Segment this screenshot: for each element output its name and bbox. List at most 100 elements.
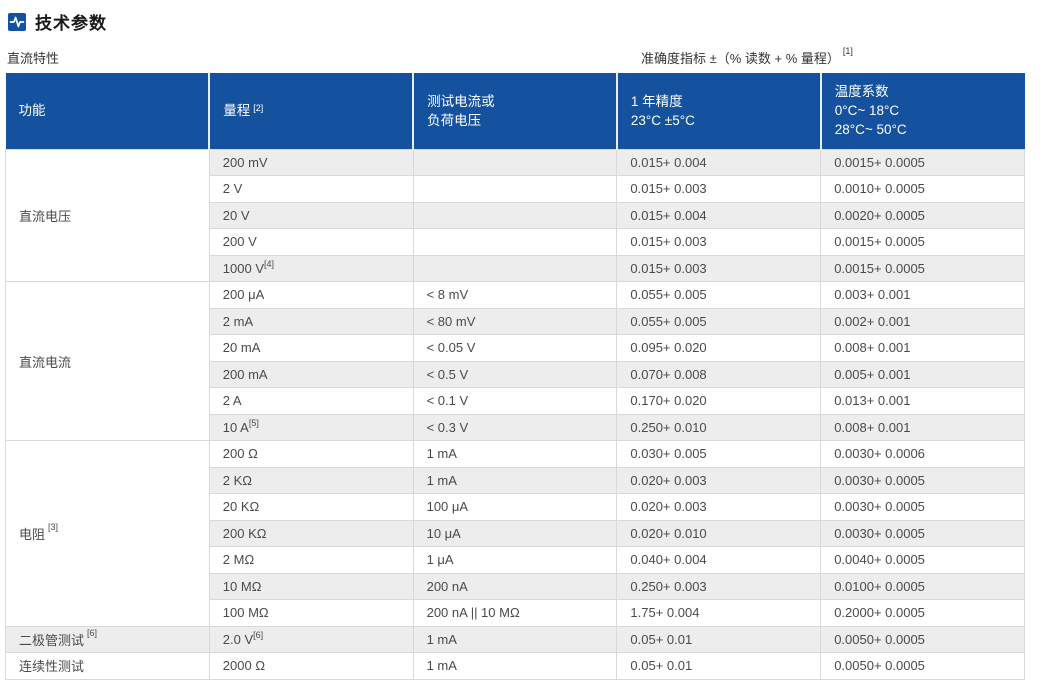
- range-cell: 2 mA: [208, 307, 414, 335]
- accuracy-cell: 1.75+ 0.004: [616, 599, 822, 627]
- table-row: 电阻 [3] 200 Ω 1 mA 0.030+ 0.005 0.0030+ 0.0006: [5, 440, 1025, 627]
- range-value: 200 Ω: [222, 446, 258, 462]
- test-current-cell: 100 μA: [412, 493, 618, 521]
- table-header: 功能 量程 [2] 测试电流或 负荷电压 1 年精度 23°C ±5°C 温度系数 0°C~ 1…: [5, 73, 1025, 149]
- tempco-cell: 0.0010+ 0.0005: [820, 175, 1025, 203]
- header-line: 量程 [2]: [223, 103, 264, 119]
- accuracy-cell: 0.250+ 0.003: [616, 572, 822, 600]
- table-row: 连续性测试 2000 Ω 1 mA 0.05+ 0.01 0.0050+ 0.0005: [5, 652, 1025, 680]
- function-cell: 直流电流: [5, 281, 210, 441]
- range-cell: 10 A[5]: [208, 413, 414, 441]
- tempco-cell: 0.0015+ 0.0005: [820, 228, 1025, 256]
- accuracy-cell: 0.05+ 0.01: [616, 625, 822, 653]
- table-row: 200 V 0.015+ 0.003 0.0015+ 0.0005: [6, 228, 1025, 256]
- range-value: 2.0 V: [222, 631, 254, 647]
- range-cell: 20 KΩ: [208, 493, 414, 521]
- tempco-cell: 0.0020+ 0.0005: [820, 201, 1025, 229]
- test-current-cell: < 0.05 V: [412, 334, 618, 362]
- column-header-accuracy: 1 年精度 23°C ±5°C: [615, 73, 821, 149]
- tempco-cell: 0.0100+ 0.0005: [820, 572, 1025, 600]
- accuracy-note: 准确度指标 ±（% 读数 + % 量程） [1]: [641, 46, 853, 67]
- test-current-cell: < 0.5 V: [412, 360, 618, 388]
- accuracy-cell: 0.095+ 0.020: [616, 334, 822, 362]
- table-row: 2 KΩ 1 mA 0.020+ 0.003 0.0030+ 0.0005: [6, 466, 1025, 494]
- range-cell: 100 MΩ: [208, 599, 414, 627]
- column-header-function: 功能: [5, 73, 210, 149]
- header-line: 1 年精度: [630, 93, 683, 109]
- tempco-cell: 0.003+ 0.001: [820, 281, 1025, 309]
- range-value: 10 A: [222, 419, 249, 435]
- test-current-cell: 200 nA || 10 MΩ: [412, 599, 618, 627]
- accuracy-cell: 0.020+ 0.003: [616, 493, 822, 521]
- test-current-cell: < 8 mV: [412, 281, 618, 309]
- table-row: 2 V 0.015+ 0.003 0.0010+ 0.0005: [6, 175, 1025, 203]
- tempco-cell: 0.013+ 0.001: [820, 387, 1025, 415]
- header-line: 温度系数: [834, 84, 889, 100]
- test-current-cell: [412, 148, 618, 176]
- tempco-cell: 0.008+ 0.001: [820, 334, 1025, 362]
- accuracy-cell: 0.040+ 0.004: [616, 546, 822, 574]
- page-title: 技术参数: [35, 14, 107, 33]
- table-row: 200 mA < 0.5 V 0.070+ 0.008 0.005+ 0.001: [6, 360, 1025, 388]
- column-header-range: 量程 [2]: [208, 73, 414, 149]
- range-value: 20 V: [222, 207, 250, 223]
- header-row: 功能 量程 [2] 测试电流或 负荷电压 1 年精度 23°C ±5°C 温度系数 0°C~ 1…: [5, 73, 1025, 149]
- test-current-cell: 1 mA: [412, 652, 618, 680]
- accuracy-cell: 0.070+ 0.008: [616, 360, 822, 388]
- accuracy-cell: 0.015+ 0.004: [616, 201, 822, 229]
- table-row: 2 mA < 80 mV 0.055+ 0.005 0.002+ 0.001: [6, 307, 1025, 335]
- range-cell: 200 V: [208, 228, 414, 256]
- range-value: 2 A: [222, 393, 242, 409]
- range-cell: 2000 Ω: [208, 652, 414, 680]
- range-value: 100 MΩ: [222, 605, 269, 621]
- range-cell: 2 KΩ: [208, 466, 414, 494]
- tempco-cell: 0.0050+ 0.0005: [820, 652, 1025, 680]
- test-current-cell: < 0.1 V: [412, 387, 618, 415]
- header-line: 0°C~ 18°C: [834, 103, 900, 119]
- function-cell: 连续性测试: [5, 652, 210, 680]
- table-row: 二极管测试 [6] 2.0 V[6] 1 mA 0.05+ 0.01 0.0050+ 0.…: [5, 625, 1025, 653]
- table-row: 10 A[5] < 0.3 V 0.250+ 0.010 0.008+ 0.001: [6, 413, 1025, 441]
- column-header-tempco: 温度系数 0°C~ 18°C 28°C~ 50°C: [819, 73, 1025, 149]
- range-value: 2 V: [222, 181, 243, 197]
- tempco-cell: 0.0030+ 0.0005: [820, 519, 1025, 547]
- footnote-ref: [6]: [87, 627, 98, 638]
- test-current-cell: 200 nA: [412, 572, 618, 600]
- function-cell: 二极管测试 [6]: [5, 625, 210, 653]
- function-label: 二极管测试: [19, 632, 85, 648]
- table-row: 20 V 0.015+ 0.004 0.0020+ 0.0005: [6, 201, 1025, 229]
- function-cell: 直流电压: [5, 148, 210, 282]
- accuracy-cell: 0.055+ 0.005: [616, 281, 822, 309]
- footnote-ref: [3]: [48, 521, 59, 532]
- test-current-cell: 1 mA: [412, 440, 618, 468]
- test-current-cell: [412, 228, 618, 256]
- range-value: 10 MΩ: [222, 578, 262, 594]
- range-cell: 20 mA: [208, 334, 414, 362]
- footnote-ref: [6]: [253, 629, 264, 640]
- tempco-cell: 0.0050+ 0.0005: [820, 625, 1025, 653]
- header-line: 负荷电压: [427, 112, 482, 128]
- range-value: 2000 Ω: [222, 658, 266, 674]
- range-value: 200 V: [222, 234, 257, 250]
- range-value: 20 KΩ: [222, 499, 260, 515]
- test-current-cell: 1 mA: [412, 625, 618, 653]
- tempco-cell: 0.005+ 0.001: [820, 360, 1025, 388]
- footnote-ref: [4]: [264, 258, 275, 269]
- test-current-cell: 1 mA: [412, 466, 618, 494]
- test-current-cell: [412, 201, 618, 229]
- column-header-test-current: 测试电流或 负荷电压: [412, 73, 617, 149]
- accuracy-cell: 0.055+ 0.005: [616, 307, 822, 335]
- range-cell: 200 Ω: [208, 440, 414, 468]
- range-value: 200 KΩ: [222, 525, 267, 541]
- tempco-cell: 0.002+ 0.001: [820, 307, 1025, 335]
- range-cell: 1000 V[4]: [208, 254, 414, 282]
- table-row: 2 MΩ 1 μA 0.040+ 0.004 0.0040+ 0.0005: [6, 546, 1025, 574]
- dc-spec-table: 功能 量程 [2] 测试电流或 负荷电压 1 年精度 23°C ±5°C 温度系数 0°C~ 1…: [5, 73, 1025, 680]
- function-cell: 电阻 [3]: [5, 440, 210, 627]
- tempco-cell: 0.0030+ 0.0005: [820, 493, 1025, 521]
- table-row: 200 KΩ 10 μA 0.020+ 0.010 0.0030+ 0.0005: [6, 519, 1025, 547]
- test-current-cell: < 80 mV: [412, 307, 618, 335]
- tempco-cell: 0.0040+ 0.0005: [820, 546, 1025, 574]
